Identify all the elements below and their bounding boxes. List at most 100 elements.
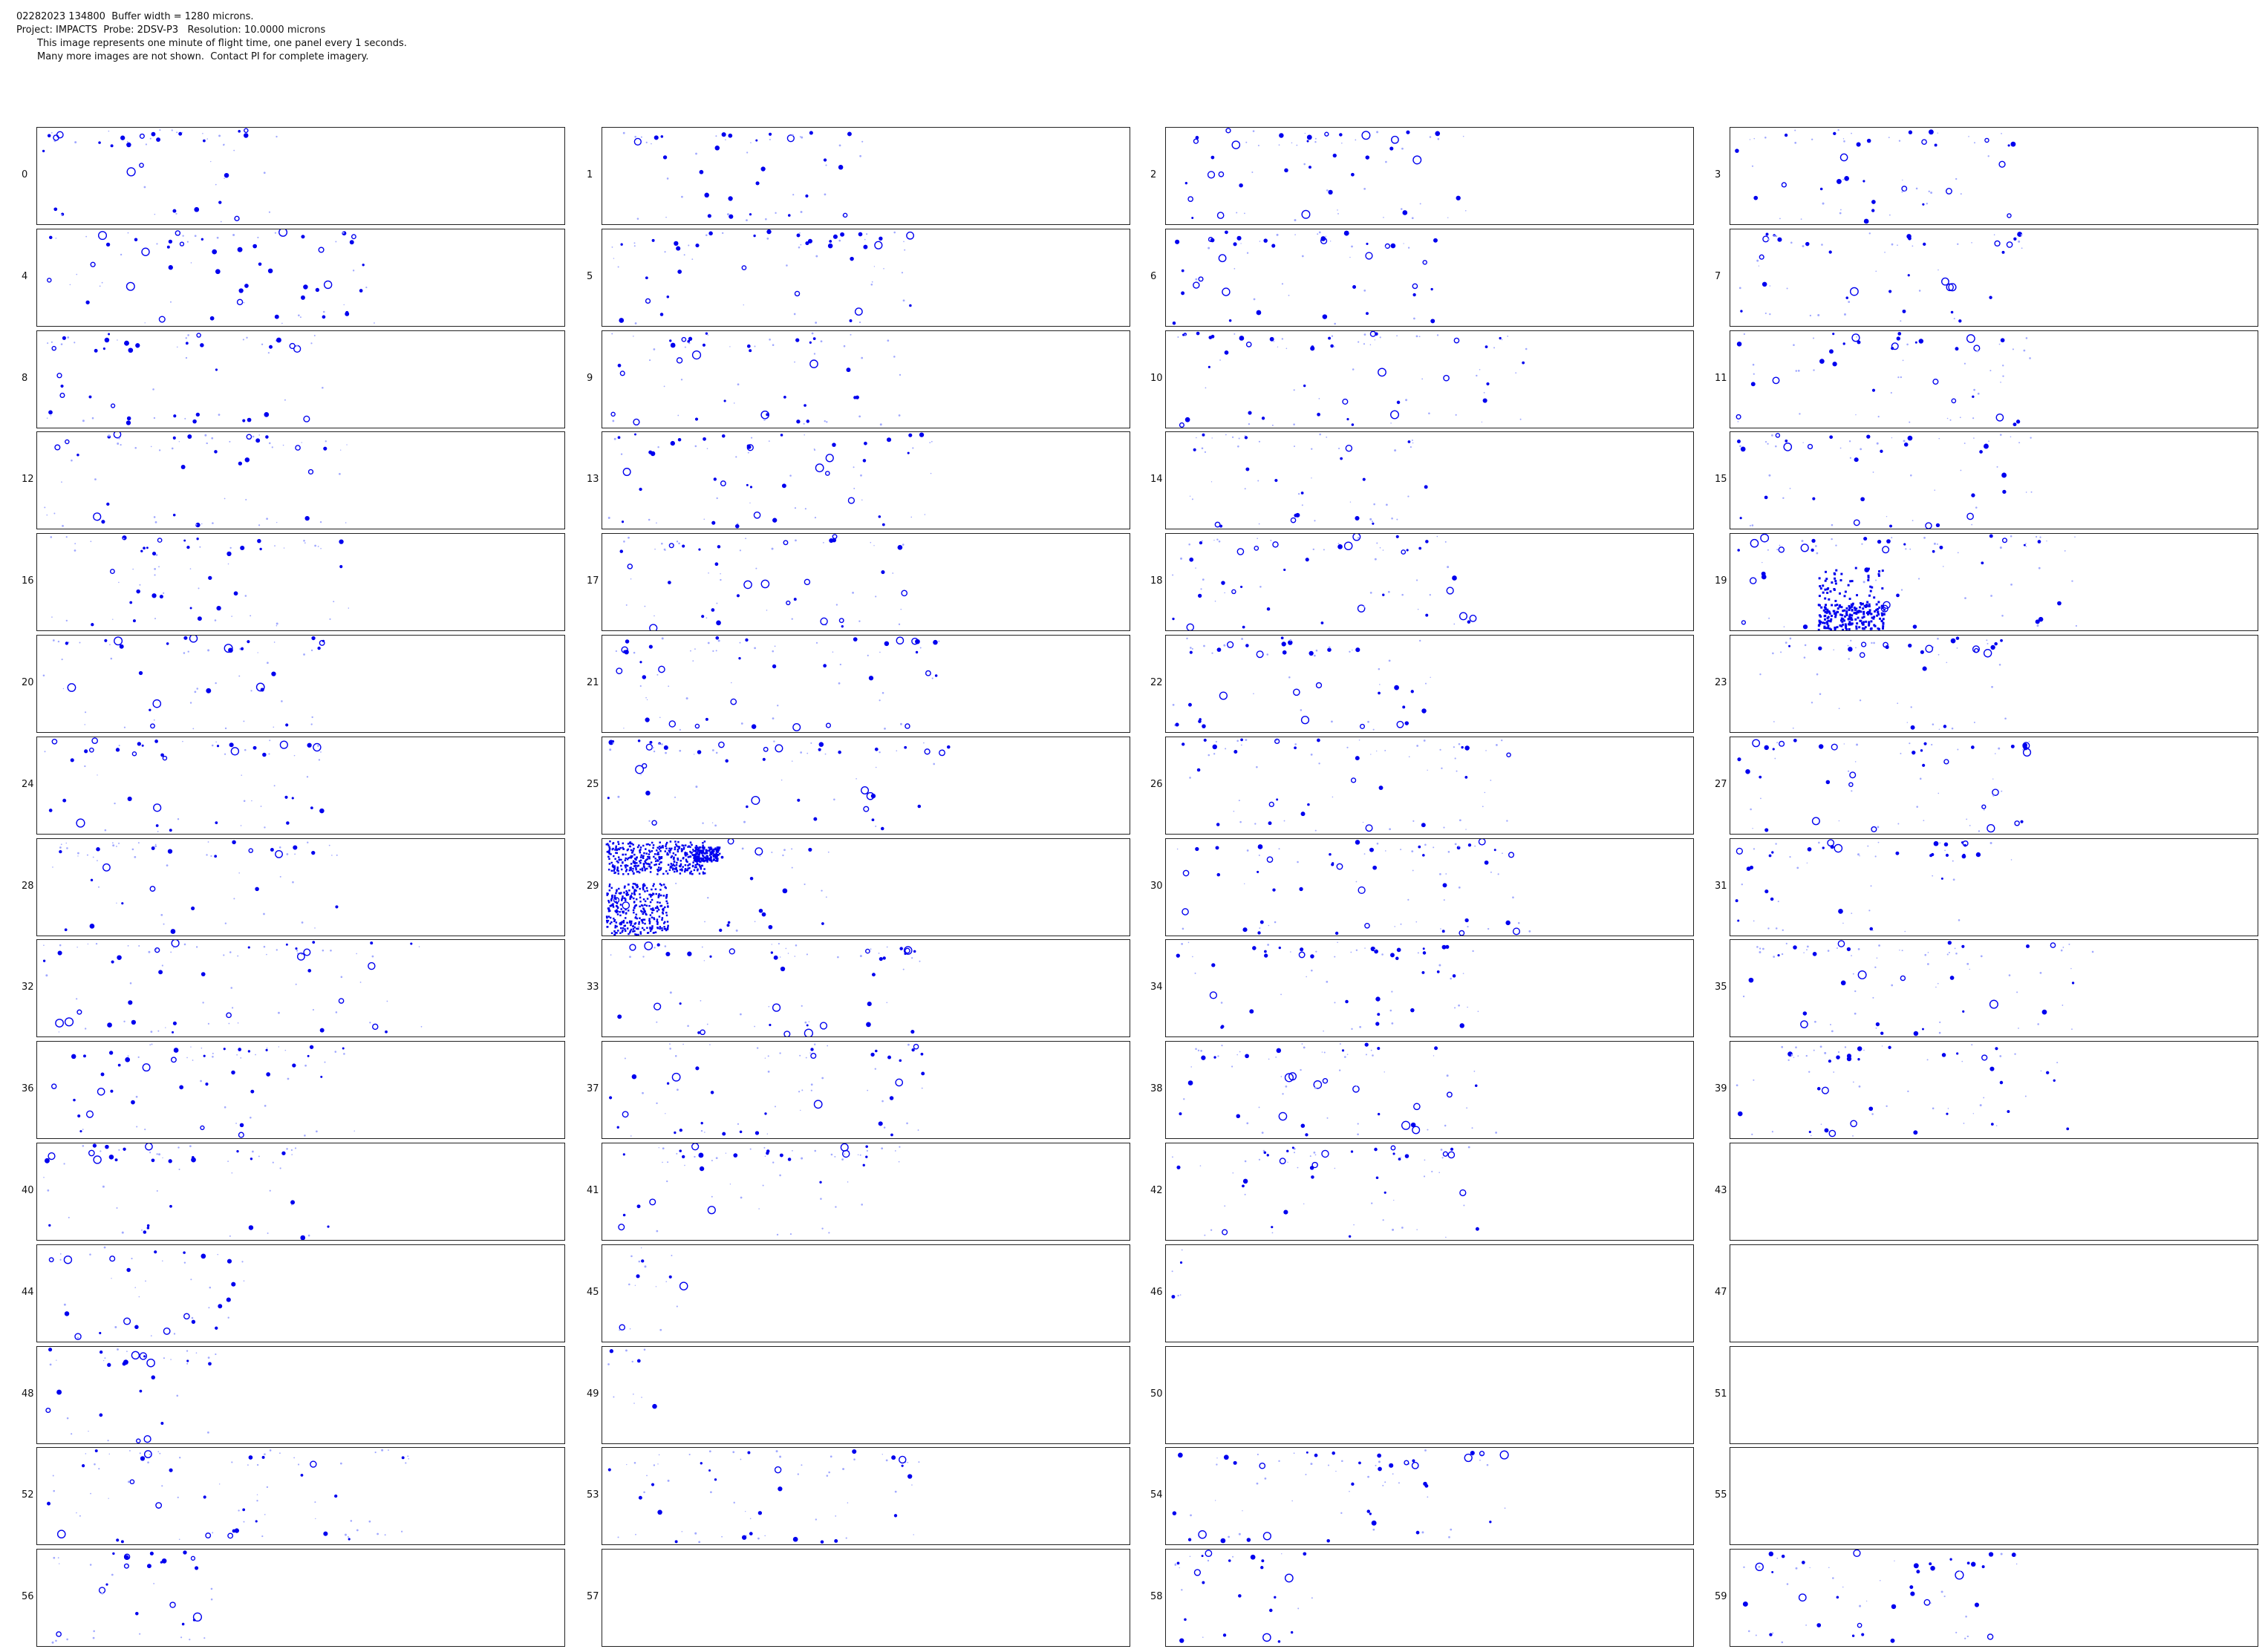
large-particle-pixel — [639, 933, 642, 935]
particle-image — [847, 131, 852, 137]
large-particle-pixel — [680, 863, 682, 865]
particle-image — [123, 1021, 126, 1023]
particle-image — [1955, 636, 1960, 640]
particle-image — [654, 615, 655, 617]
particle-image — [211, 744, 214, 747]
large-particle-pixel — [692, 848, 694, 851]
particle-image — [1868, 1106, 1874, 1111]
particle-image — [770, 951, 774, 955]
particle-image — [1846, 947, 1851, 952]
particle-image — [1417, 952, 1419, 954]
particle-image — [1187, 196, 1193, 202]
particle-image — [740, 1196, 743, 1199]
particle-image — [739, 549, 741, 552]
particle-image — [77, 1114, 81, 1118]
particle-image — [898, 1160, 900, 1163]
particle-image — [1844, 1046, 1847, 1048]
large-particle-pixel — [648, 849, 651, 852]
large-particle-pixel — [1826, 610, 1829, 613]
particle-image — [2021, 247, 2023, 249]
particle-image — [809, 341, 812, 344]
particle-image — [171, 940, 180, 948]
particle-image — [699, 169, 704, 174]
particle-image — [1743, 333, 1745, 335]
large-particle-pixel — [676, 869, 678, 872]
particle-image — [650, 451, 656, 457]
particle-image — [1883, 601, 1891, 610]
particle-image — [1446, 1074, 1449, 1077]
large-particle-pixel — [700, 864, 703, 866]
particle-image — [1901, 186, 1908, 192]
particle-image — [1946, 417, 1949, 419]
particle-image — [98, 1587, 106, 1594]
particle-image — [159, 129, 161, 131]
large-particle-pixel — [680, 859, 682, 862]
particle-image — [772, 717, 775, 719]
particle-image — [100, 1072, 105, 1077]
particle-image — [1963, 443, 1966, 445]
large-particle-pixel — [1850, 618, 1853, 621]
particle-image — [166, 863, 169, 866]
large-particle-pixel — [607, 855, 610, 858]
large-particle-pixel — [625, 912, 628, 914]
particle-image — [1789, 637, 1792, 640]
large-particle-pixel — [628, 883, 630, 886]
particle-image — [108, 333, 111, 336]
particle-image — [170, 1057, 177, 1063]
particle-image — [2013, 237, 2017, 241]
particle-image — [267, 1232, 269, 1234]
particle-image — [2000, 1553, 2003, 1555]
large-particle-pixel — [1835, 569, 1838, 572]
particle-image — [1349, 501, 1352, 503]
particle-image — [882, 956, 886, 960]
large-particle-pixel — [634, 864, 636, 866]
particle-image — [1486, 382, 1490, 385]
particle-image — [195, 524, 198, 526]
particle-image — [1450, 1529, 1453, 1531]
particle-image — [161, 1260, 163, 1261]
particle-image — [56, 131, 64, 139]
large-particle-pixel — [1824, 588, 1827, 591]
particle-image — [179, 1085, 184, 1090]
large-particle-pixel — [713, 849, 715, 852]
large-particle-pixel — [1877, 611, 1880, 614]
particle-image — [893, 355, 896, 358]
particle-image — [1819, 358, 1825, 364]
particle-image — [764, 1535, 766, 1537]
particle-image — [56, 1529, 66, 1539]
particle-image — [866, 232, 868, 235]
particle-image — [154, 574, 156, 576]
particle-image — [1989, 999, 1998, 1009]
particle-image — [617, 266, 619, 268]
particle-image — [633, 1462, 636, 1464]
large-particle-pixel — [668, 847, 671, 849]
particle-image — [1294, 1152, 1295, 1154]
particle-image — [120, 1540, 124, 1544]
particle-image — [638, 1260, 641, 1263]
particle-image — [2001, 250, 2005, 254]
particle-image — [1334, 931, 1339, 935]
particle-image — [238, 675, 241, 677]
large-particle-pixel — [662, 844, 664, 847]
particle-image — [1192, 956, 1193, 958]
particle-image — [1772, 376, 1780, 384]
particle-image — [898, 414, 901, 417]
particle-image — [1917, 578, 1920, 580]
particle-image — [1801, 1561, 1805, 1564]
large-particle-pixel — [1881, 569, 1884, 572]
particle-image — [704, 921, 705, 922]
particle-image — [60, 342, 63, 345]
large-particle-pixel — [635, 913, 638, 915]
particle-image — [1501, 739, 1503, 742]
particle-image — [286, 1148, 288, 1150]
particle-image — [753, 512, 761, 519]
particle-image — [1988, 440, 1989, 443]
particle-image — [1402, 210, 1408, 215]
particle-image — [71, 1054, 76, 1060]
particle-image — [158, 566, 160, 568]
large-particle-pixel — [642, 855, 645, 857]
particle-image — [1391, 990, 1393, 993]
particle-image — [120, 135, 126, 140]
particle-image — [245, 499, 247, 501]
particle-image — [1995, 1047, 1998, 1051]
